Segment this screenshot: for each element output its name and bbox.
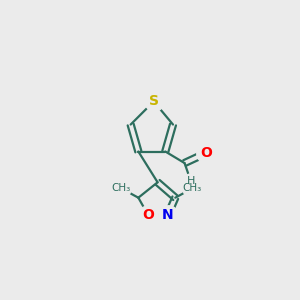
Text: CH₃: CH₃ — [112, 184, 131, 194]
Text: O: O — [200, 146, 212, 160]
Text: S: S — [149, 94, 159, 108]
Text: H: H — [187, 176, 195, 186]
Text: N: N — [162, 208, 173, 222]
Text: O: O — [142, 208, 154, 222]
Text: CH₃: CH₃ — [183, 184, 202, 194]
